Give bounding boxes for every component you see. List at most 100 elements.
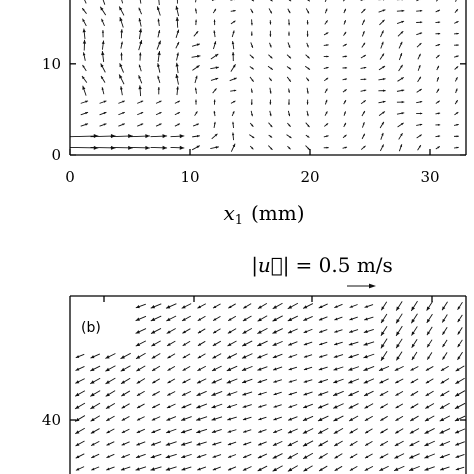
vector-arrow — [286, 54, 292, 59]
vector-arrow — [317, 403, 329, 409]
vector-arrow — [435, 21, 441, 24]
vector-arrow — [348, 353, 359, 359]
vector-arrow — [417, 53, 421, 60]
vector-arrow — [333, 440, 343, 447]
vector-arrow — [167, 378, 176, 384]
vector-arrow — [394, 378, 404, 384]
vector-arrow — [398, 144, 403, 152]
vector-arrow — [211, 133, 218, 140]
vector-arrow — [395, 351, 403, 361]
vector-arrow — [349, 466, 358, 471]
vector-arrow — [288, 88, 290, 93]
vector-arrow — [166, 315, 177, 322]
vector-arrow — [318, 391, 329, 396]
vector-arrow — [318, 378, 329, 384]
vector-arrow — [241, 353, 253, 359]
vector-arrow — [416, 134, 422, 139]
vector-arrow — [435, 135, 441, 138]
vector-arrow — [231, 41, 235, 50]
vector-arrow — [343, 8, 347, 14]
vector-arrow — [303, 391, 313, 396]
vector-arrow — [416, 100, 423, 104]
vector-arrow — [197, 365, 207, 372]
vector-arrow — [243, 441, 252, 446]
vector-arrow — [119, 63, 124, 73]
vector-arrow — [212, 353, 222, 359]
vector-arrow — [170, 134, 185, 139]
vector-arrow — [196, 403, 208, 409]
vector-arrow — [119, 86, 123, 96]
vector-arrow — [273, 379, 282, 383]
vector-arrow — [318, 465, 328, 472]
vector-arrow — [269, 87, 272, 94]
vector-arrow — [318, 354, 328, 358]
scale-label-left: |u⃗| — [251, 253, 289, 278]
panel-b-label: (b) — [81, 320, 101, 336]
vector-arrow — [101, 30, 105, 38]
vector-arrow — [210, 77, 219, 81]
vector-arrow — [424, 466, 435, 471]
vector-arrow — [363, 341, 375, 346]
vector-arrow — [250, 99, 253, 105]
vector-arrow — [435, 112, 441, 115]
vector-arrow — [302, 415, 314, 422]
vector-arrow — [82, 18, 87, 27]
vector-arrow — [454, 44, 459, 47]
vector-arrow — [393, 465, 405, 472]
xlabel-unit: (mm) — [251, 201, 305, 225]
vector-arrow — [257, 302, 268, 310]
vector-arrow — [227, 466, 237, 471]
vector-arrow — [250, 110, 253, 117]
vector-arrow — [424, 415, 435, 422]
vector-arrow — [318, 366, 328, 371]
vector-arrow — [378, 78, 386, 81]
vector-arrow — [288, 19, 291, 26]
vector-arrow — [118, 111, 125, 116]
vector-arrow — [227, 441, 237, 446]
vector-arrow — [84, 0, 87, 4]
vector-arrow — [457, 314, 463, 323]
vector-arrow — [348, 378, 360, 384]
vector-arrow — [380, 132, 384, 140]
vector-arrow — [227, 340, 237, 347]
vector-arrow — [82, 39, 87, 51]
vector-arrow — [250, 31, 253, 36]
vector-arrow — [80, 111, 89, 116]
vector-arrow — [454, 66, 459, 70]
vector-arrow — [241, 365, 253, 372]
vector-arrow — [398, 52, 403, 61]
vector-arrow — [106, 441, 115, 446]
vector-arrow — [454, 32, 459, 35]
vector-arrow — [332, 390, 344, 397]
vector-arrow — [257, 379, 268, 383]
vector-arrow — [101, 18, 105, 27]
vector-arrow — [82, 52, 86, 61]
vector-arrow — [286, 76, 292, 82]
vector-arrow — [455, 454, 465, 458]
vector-arrow — [174, 100, 181, 104]
vector-arrow — [272, 465, 283, 472]
vector-arrow — [343, 111, 346, 116]
vector-arrow — [272, 428, 283, 434]
vector-arrow — [395, 390, 404, 397]
vector-arrow — [257, 441, 267, 446]
vector-arrow — [435, 43, 441, 47]
vector-arrow — [165, 453, 177, 459]
vector-arrow — [380, 41, 384, 49]
vector-arrow — [360, 0, 365, 1]
vector-arrow — [120, 41, 123, 49]
vector-arrow — [268, 145, 273, 151]
vector-arrow — [302, 440, 314, 447]
vector-arrow — [155, 111, 162, 116]
vector-arrow — [118, 100, 125, 104]
vector-arrow — [196, 441, 207, 446]
vector-arrow — [213, 110, 216, 117]
vector-arrow — [191, 43, 201, 47]
vector-arrow — [211, 403, 223, 409]
vector-arrow — [257, 366, 268, 371]
vector-arrow — [364, 316, 374, 321]
vector-arrow — [416, 21, 423, 24]
vector-arrow — [342, 43, 348, 47]
vector-arrow — [436, 65, 440, 71]
vector-arrow — [176, 86, 179, 96]
